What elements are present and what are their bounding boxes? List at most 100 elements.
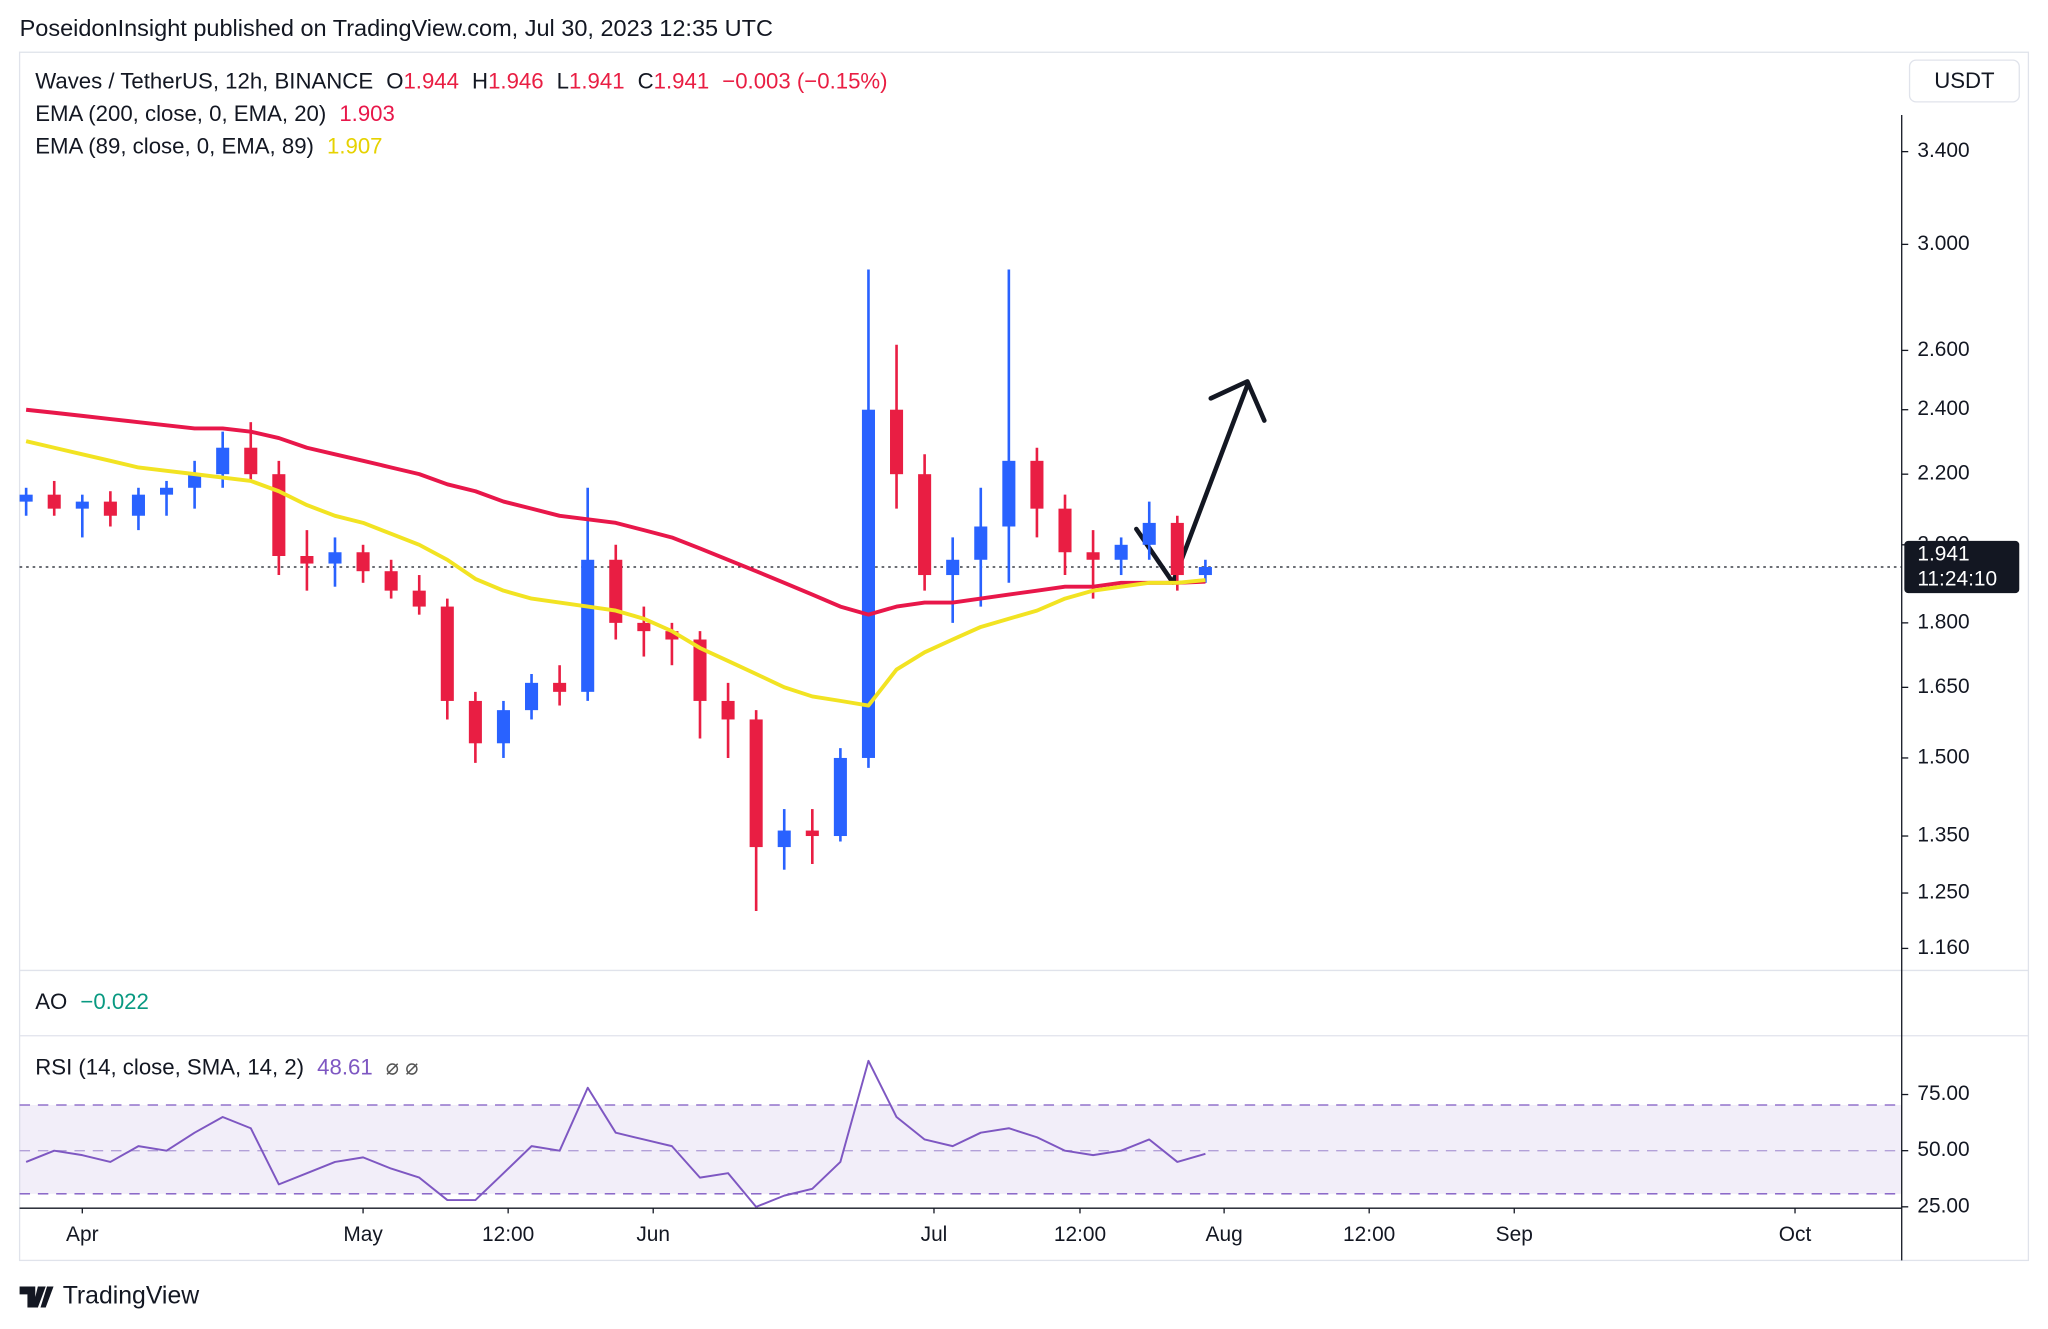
currency-label: USDT [1934,68,1995,93]
readout-key: O [386,68,403,93]
y-tick-label: 2.600 [1917,338,1969,361]
candle-body [1114,544,1128,560]
candle-body [805,830,819,837]
candle-body [833,757,847,837]
y-tick-label: 1.350 [1917,824,1969,847]
y-tick-label: 3.400 [1917,139,1969,162]
candle-body [525,682,539,711]
x-tick-label: Aug [1206,1223,1243,1246]
candle-body [272,474,286,556]
x-tick-label: May [343,1223,383,1246]
readout-key: L [557,68,569,93]
rsi-title: RSI (14, close, SMA, 14, 2) [35,1054,304,1079]
candle-body [216,447,230,475]
candle-body [244,447,258,475]
readout-value: 1.944 [403,68,459,93]
readout-key: H [472,68,488,93]
y-tick-label: 2.400 [1917,397,1969,420]
candle-body [1086,552,1100,560]
y-tick-label: 1.800 [1917,610,1969,633]
indicator-legend: EMA (89, close, 0, EMA, 89) 1.907 [35,133,382,158]
brand-name: TradingView [63,1283,200,1310]
y-tick-label: 1.160 [1917,936,1969,959]
x-tick-label: 12:00 [1054,1223,1106,1246]
ohlc-legend: Waves / TetherUS, 12h, BINANCE O1.944 H1.9… [35,68,887,93]
candle-body [75,501,89,509]
y-tick-label: 1.250 [1917,881,1969,904]
brand-logo [19,1286,54,1308]
candle-body [1058,508,1072,553]
rsi-status: ⌀ ⌀ [386,1054,419,1079]
candle-body [637,622,651,632]
readout-value: 1.941 [569,68,625,93]
currency-button[interactable] [1908,59,2020,103]
x-tick-label: 12:00 [482,1223,534,1246]
ema-line [25,407,1206,617]
x-tick-label: Jun [636,1223,670,1246]
y-tick-label: 1.500 [1917,745,1969,768]
candle-body [131,494,145,516]
readout-value: 1.941 [654,68,710,93]
candle-body [749,719,763,848]
candle-body [665,631,679,640]
x-tick-label: Oct [1779,1223,1812,1246]
candle-body [384,571,398,591]
arrow-head [1208,379,1267,423]
rsi-value: 48.61 [317,1054,373,1079]
y-tick-label: 2.200 [1917,462,1969,485]
indicator-name: EMA (200, close, 0, EMA, 20) [35,101,326,126]
readout-value: 1.946 [488,68,544,93]
indicator-name: EMA (89, close, 0, EMA, 89) [35,133,314,158]
y-tick-label: 1.650 [1917,675,1969,698]
frame [18,51,2030,1262]
ao-value: −0.022 [80,989,148,1014]
candle-body [496,710,510,744]
candle-body [581,559,595,692]
ao-title: AO [35,989,67,1014]
candle-body [890,409,904,475]
x-tick-label: Jul [921,1223,948,1246]
rsi-y-tick-label: 25.00 [1917,1194,1969,1217]
candle-body [918,474,932,576]
candle-body [946,559,960,576]
candle-body [861,409,875,758]
last-price-box [1904,540,2020,594]
candle-body [553,682,567,692]
candle-body [47,494,61,509]
publish-header: PoseidonInsight published on TradingView… [20,15,773,41]
candle-body [777,830,791,848]
indicator-value: 1.903 [339,101,395,126]
indicator-legend: EMA (200, close, 0, EMA, 20) 1.903 [35,101,395,126]
x-tick-label: Apr [66,1223,99,1246]
rsi-legend: RSI (14, close, SMA, 14, 2) 48.61 ⌀ ⌀ [35,1054,418,1079]
last-price-label: 1.941 [1917,543,1969,566]
readout-change: −0.003 (−0.15%) [722,68,887,93]
y-tick-label: 3.000 [1917,232,1969,255]
indicator-value: 1.907 [327,133,383,158]
candle-body [1002,460,1016,527]
rsi-line [25,1059,1206,1208]
rsi-y-tick-label: 50.00 [1917,1138,1969,1161]
candle-body [159,487,174,495]
candle-body [1142,522,1156,545]
ao-legend: AO −0.022 [35,989,149,1014]
candle-body [356,552,370,572]
symbol-title: Waves / TetherUS, 12h, BINANCE [35,68,373,93]
candle-body [300,555,314,564]
candle-body [103,501,117,516]
candle-body [412,590,426,607]
candle-body [1030,460,1044,509]
rsi-y-tick-label: 75.00 [1917,1082,1969,1105]
rsi-band [19,1104,1902,1194]
x-tick-label: Sep [1496,1223,1533,1246]
candle-body [188,474,202,488]
candle-body [468,700,482,744]
x-tick-label: 12:00 [1343,1223,1395,1246]
candle-body [328,552,342,564]
candle-body [721,700,735,720]
brand: TradingView [19,1283,200,1310]
candle-body [19,494,33,502]
